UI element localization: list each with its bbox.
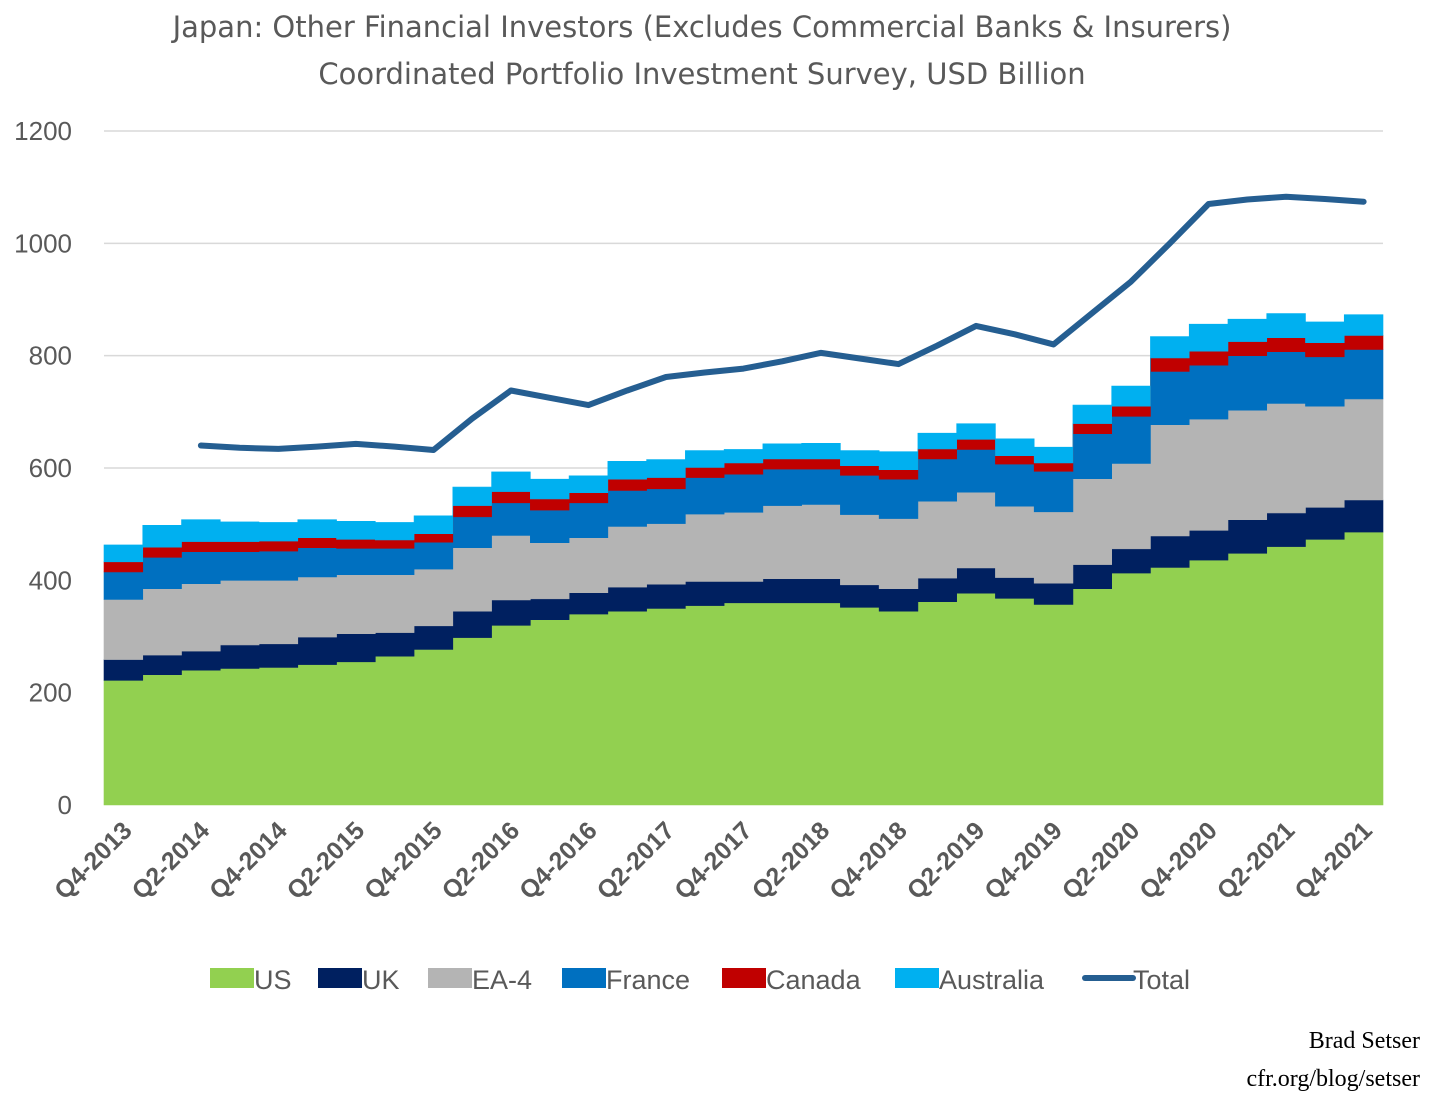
legend-item-us: US — [210, 965, 292, 995]
y-axis-tick-labels: 0 200 400 600 800 1000 1200 — [14, 116, 72, 820]
legend-label: US — [254, 965, 292, 995]
legend-label: France — [606, 965, 690, 995]
legend-swatch — [562, 968, 606, 988]
legend-label: Canada — [766, 965, 862, 995]
chart-subtitle: Coordinated Portfolio Investment Survey,… — [318, 57, 1085, 91]
x-tick-label: Q2-2018 — [747, 816, 836, 905]
x-tick-label: Q2-2015 — [282, 816, 371, 905]
credit-author: Brad Setser — [1309, 1028, 1420, 1054]
legend-item-uk: UK — [318, 965, 400, 995]
legend-swatch — [895, 968, 939, 988]
total-line — [197, 193, 1367, 454]
x-tick-label: Q4-2016 — [514, 816, 603, 905]
legend-item-ea-4: EA-4 — [428, 965, 532, 995]
y-tick-label: 1000 — [14, 228, 72, 258]
legend-label: Total — [1133, 965, 1190, 995]
legend-swatch — [210, 968, 254, 988]
legend-label: EA-4 — [472, 965, 532, 995]
y-tick-label: 200 — [29, 678, 72, 708]
legend-item-total: Total — [1082, 965, 1190, 995]
x-tick-label: Q4-2019 — [979, 816, 1068, 905]
x-tick-label: Q4-2018 — [824, 816, 913, 905]
area-australia — [103, 313, 1384, 563]
x-tick-label: Q4-2015 — [359, 816, 448, 905]
y-tick-label: 600 — [29, 453, 72, 483]
legend-item-australia: Australia — [895, 965, 1045, 995]
x-tick-label: Q2-2017 — [592, 816, 681, 905]
total-line-group — [197, 193, 1367, 454]
legend-item-canada: Canada — [722, 965, 862, 995]
x-tick-label: Q4-2017 — [669, 816, 758, 905]
x-tick-label: Q2-2019 — [902, 816, 991, 905]
credit-source: cfr.org/blog/setser — [1246, 1066, 1420, 1092]
y-tick-label: 1200 — [14, 116, 72, 146]
legend-item-france: France — [562, 965, 690, 995]
legend-label: Australia — [939, 965, 1045, 995]
legend: US UK EA-4 France Canada Australia Total — [210, 965, 1190, 995]
chart-title: Japan: Other Financial Investors (Exclud… — [171, 10, 1232, 44]
x-tick-label: Q2-2020 — [1057, 816, 1146, 905]
x-tick-label: Q2-2021 — [1212, 816, 1301, 905]
legend-swatch — [318, 968, 362, 988]
stacked-areas — [103, 313, 1384, 806]
x-tick-label: Q4-2014 — [204, 816, 293, 905]
x-tick-label: Q2-2014 — [127, 816, 216, 905]
x-tick-label: Q2-2016 — [437, 816, 526, 905]
y-tick-label: 400 — [29, 565, 72, 595]
legend-label: UK — [362, 965, 400, 995]
legend-swatch — [428, 968, 472, 988]
x-tick-label: Q4-2021 — [1289, 816, 1378, 905]
x-tick-label: Q4-2013 — [49, 816, 138, 905]
y-tick-label: 800 — [29, 341, 72, 371]
x-axis-tick-labels: Q4-2013Q2-2014Q4-2014Q2-2015Q4-2015Q2-20… — [49, 816, 1378, 905]
y-tick-label: 0 — [58, 790, 72, 820]
legend-swatch — [722, 968, 766, 988]
x-tick-label: Q4-2020 — [1134, 816, 1223, 905]
